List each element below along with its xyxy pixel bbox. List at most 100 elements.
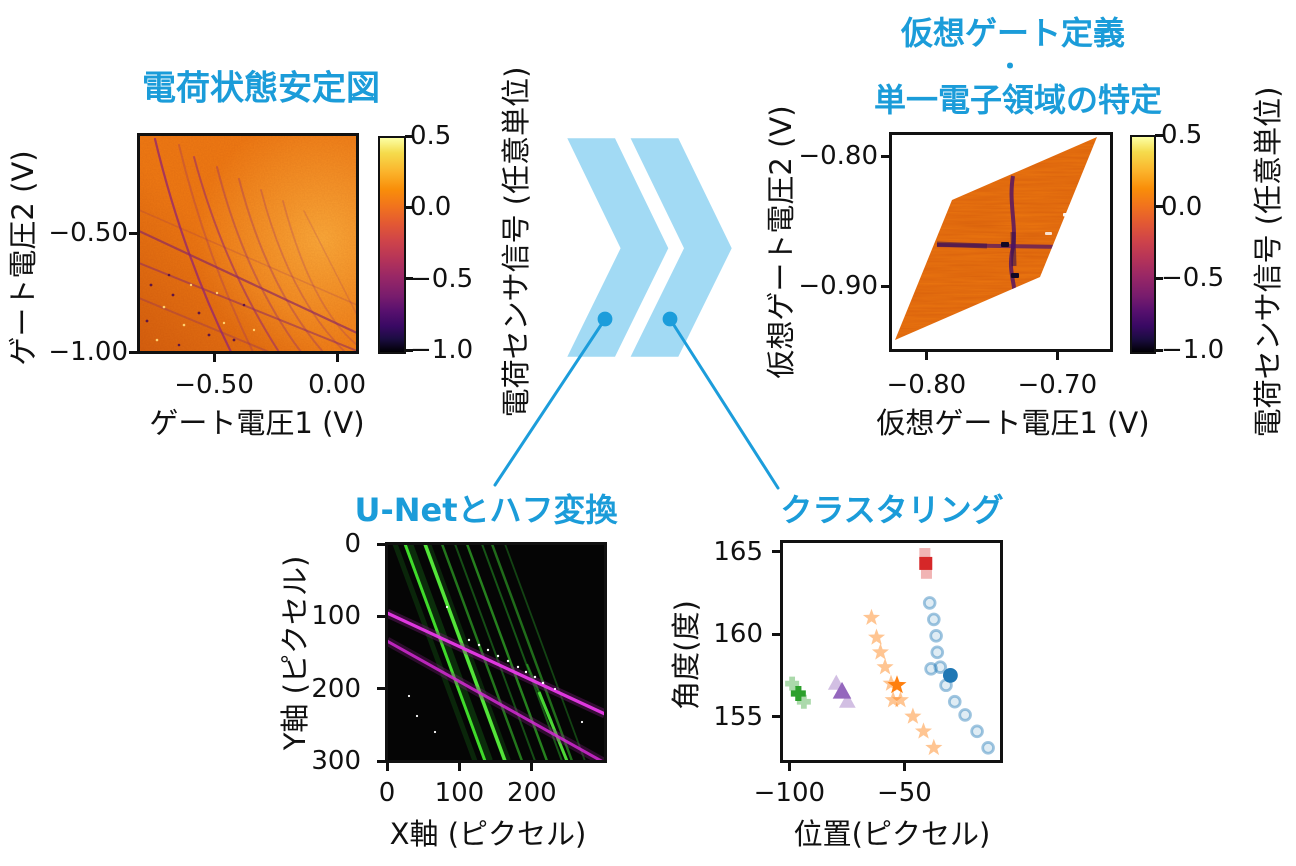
scatter-marker-circle-member [927,612,941,627]
scatter-marker-star-member [868,628,886,645]
tick-mark [1155,133,1163,137]
colorbar-tick-label: −0.5 [410,263,474,294]
y-tick-label: 300 [311,746,361,776]
tick-mark [1155,205,1163,209]
tick-mark [787,763,791,771]
tick-mark [457,763,461,771]
colorbar-tick-label: −1.0 [1161,335,1225,365]
scatter-marker-plus-member [796,694,811,709]
y-tick-label: 165 [713,536,763,567]
tick-mark [881,284,889,288]
tick-mark [377,542,385,546]
colorbar-tick-label: −0.5 [1161,263,1225,294]
heatmap-speckles [145,273,256,347]
chevron-arrow-2 [630,138,732,357]
unet-plot-frame [385,542,607,763]
scatter-marker-circle-member [981,741,995,755]
scatter-marker-star-member [884,691,902,708]
panel-title-clustering: クラスタリング [780,491,1004,529]
colorbar-tick-label: 0.0 [410,192,452,223]
stability-plot-frame [137,133,359,354]
x-tick-label: −0.50 [174,370,254,400]
scatter-marker-star-member [871,643,889,660]
y-tick-label: −0.50 [48,218,128,249]
clustering-scatter-plot [785,548,995,756]
scatter-marker-circle-member [924,661,938,676]
charge-transition-lines-shallow [139,209,357,352]
tick-mark [129,231,137,235]
colorbar-tick-label: 0.5 [410,121,452,151]
unet-hough-image [387,544,605,761]
y-tick-label: −1.00 [48,337,128,367]
callout-dot-unet [597,311,613,327]
x-axis-label-stability: ゲート電圧1 (V) [149,406,365,440]
y-axis-label-stability: ゲート電圧2 (V) [6,150,40,366]
tick-mark [385,763,389,771]
scatter-marker-circle-member [929,629,943,643]
scatter-marker-triangle-member [839,692,856,708]
scatter-marker-plus-member [785,676,800,691]
colorbar-tick-label: 0.0 [1161,191,1203,222]
scatter-marker-circle-member [958,708,972,722]
y-axis-label-unet: Y軸 (ピクセル) [278,555,312,751]
y-tick-label: −0.90 [798,271,878,302]
scatter-marker-star-member [914,722,932,739]
tick-mark [772,632,780,636]
process-flow-arrows [493,138,780,490]
virtual-gate-plot-frame [889,132,1113,352]
colorbar-1 [378,136,406,354]
tick-mark [212,354,216,362]
tick-mark [405,205,413,209]
tick-mark [924,352,928,360]
panel-title-virtual-gate-line2: 単一電子領域の特定 [873,81,1163,119]
y-tick-label: 0 [344,529,361,559]
y-tick-label: 160 [713,619,763,650]
scatter-marker-circle-member [930,645,945,660]
scatter-marker-plus-representative [790,685,806,701]
x-tick-label: 200 [507,778,557,808]
callout-line-unet [493,317,607,487]
scatter-marker-circle-member [947,694,962,709]
scatter-points [785,548,995,756]
x-axis-label-clustering: 位置(ピクセル) [793,817,991,851]
magenta-hough-lines [387,608,605,761]
panel-title-stability: 電荷状態安定図 [142,68,380,109]
tick-mark [902,763,906,771]
x-tick-label: 0 [378,778,396,808]
white-speckles [407,605,584,734]
tick-mark [377,759,385,763]
callout-line-clustering [668,317,780,490]
panel-title-virtual-gate-separator: ・ [998,52,1022,81]
x-tick-label: −0.80 [886,370,967,400]
colorbar-1-label: 電荷センサ信号 (任意単位) [499,66,533,418]
colorbar-tick-label: −1.0 [410,335,474,365]
scatter-marker-star-member [891,691,909,708]
chevron-arrow-1 [567,138,669,357]
x-tick-label: 100 [434,778,485,808]
y-axis-label-clustering: 角度(度) [669,600,703,710]
scatter-marker-star-member [876,658,894,675]
y-tick-label: 155 [713,701,763,732]
x-tick-label: −50 [876,778,932,808]
x-tick-label: 0.00 [308,370,367,400]
tick-mark [772,715,780,719]
tick-mark [530,763,534,771]
tick-mark [772,550,780,554]
y-axis-label-virtual-gate: 仮想ゲート電圧2 (V) [764,105,798,379]
panel-title-unet-hough: U-Netとハフ変換 [354,491,618,529]
y-tick-label: 100 [311,601,361,632]
callout-dot-clustering [662,311,678,327]
x-axis-label-virtual-gate: 仮想ゲート電圧1 (V) [876,406,1150,440]
scatter-marker-square-member [919,548,931,560]
tick-mark [405,348,413,352]
scatter-marker-star-member [862,608,880,625]
colorbar-2 [1130,135,1156,354]
x-tick-label: −100 [753,778,826,808]
x-tick-label: −0.70 [1017,370,1098,400]
panel-title-virtual-gate-line1: 仮想ゲート定義 [900,14,1126,52]
tick-mark [1155,348,1163,352]
charge-transition-lines-steep [153,137,357,352]
scatter-marker-star-representative [887,675,907,694]
virtual-gate-heatmap-image [895,137,1097,340]
